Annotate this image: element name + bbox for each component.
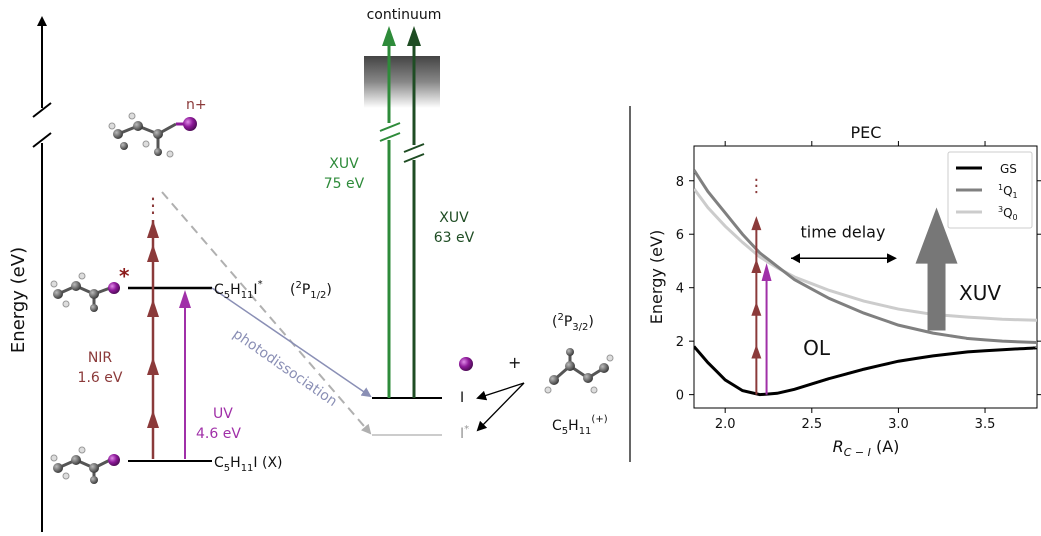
chart-ylabel: Energy (eV) [647, 230, 666, 324]
xuv75-energy: 75 eV [324, 176, 365, 192]
ol-arrowhead [751, 344, 762, 359]
y-tick-label: 4 [676, 282, 684, 297]
xuv63-energy: 63 eV [434, 230, 475, 246]
ol-label: OL [803, 336, 831, 360]
axis-break-mark [32, 132, 52, 148]
time-delay-arrowhead-left [791, 253, 801, 264]
xuv75-arrowhead [382, 26, 396, 46]
y-tick-label: 2 [676, 335, 684, 350]
molecule-ion [108, 112, 197, 158]
uv-arrowhead [179, 290, 191, 308]
nir-label: NIR [88, 350, 113, 366]
iodine-atom [183, 117, 197, 131]
ground-state-label: C5H11I (X) [214, 455, 283, 474]
ol-arrowhead [751, 258, 762, 273]
xuv75-break-mark [379, 122, 401, 132]
axis-break-mark [32, 102, 52, 118]
x-tick-label: 3.5 [975, 417, 996, 432]
photodissociation-label: photodissociation [230, 326, 340, 410]
curves [694, 169, 1037, 397]
excited-state-label: C5H11I* [214, 279, 263, 301]
axis-ticks: 2.0 2.5 3.0 3.5 0 2 4 6 8 [676, 141, 1041, 432]
fragment-label: C5H11(+) [552, 414, 608, 437]
molecule-fragment [544, 348, 614, 394]
nir-dots: ⋮ [143, 193, 163, 217]
iodine-atom [459, 357, 473, 371]
legend-3q0: 3Q0 [998, 205, 1018, 222]
xuv-pec-label: XUV [959, 281, 1001, 305]
nir-arrowhead [147, 299, 159, 317]
branch-arrow-istar [476, 382, 525, 432]
excited-term-label: (2P1/2) [290, 280, 332, 301]
xuv63-break-mark [403, 143, 425, 153]
series-line-1Q1 [694, 169, 1037, 345]
chart-title: PEC [851, 123, 882, 142]
legend-gs: GS [1000, 162, 1017, 176]
branch-arrow-i [476, 382, 525, 401]
ol-arrowhead [751, 301, 762, 316]
energy-levels [128, 286, 442, 462]
molecule-excited [50, 272, 120, 312]
excited-star: * [119, 264, 130, 288]
y-tick-label: 0 [676, 389, 684, 404]
continuum-band [364, 56, 440, 108]
ion-charge-label: n+ [186, 97, 207, 113]
term-32-label: (2P3/2) [552, 312, 594, 333]
xuv63-arrow: XUV 63 eV [403, 26, 475, 398]
iodine-star-label: I* [460, 424, 469, 442]
series-line-3Q0 [694, 187, 1037, 322]
chart-overlays: ⋮ OL time delay XUV [747, 175, 1001, 395]
energy-axis: Energy (eV) [8, 16, 52, 532]
iodine-label: I [460, 390, 464, 406]
nir-energy: 1.6 eV [78, 370, 123, 386]
nir-arrowhead [147, 410, 159, 428]
xuv75-break-mark [379, 132, 401, 142]
nir-arrows: ⋮ NIR 1.6 eV [78, 193, 163, 459]
x-tick-label: 2.0 [715, 417, 736, 432]
photodissociation-arrow [211, 287, 372, 398]
xuv63-label: XUV [439, 210, 469, 226]
y-tick-label: 6 [676, 228, 684, 243]
legend-box [947, 151, 1033, 229]
iodine-atom [108, 454, 120, 466]
x-tick-label: 3.0 [888, 417, 909, 432]
energy-axis-label: Energy (eV) [8, 247, 29, 353]
xuv63-break-mark [403, 153, 425, 163]
ol-dots: ⋮ [747, 175, 765, 196]
xuv63-arrowhead [407, 26, 421, 46]
legend: GS 1Q1 3Q0 [947, 151, 1033, 229]
x-tick-label: 2.5 [801, 417, 822, 432]
continuum-label: continuum [367, 7, 442, 23]
ionization-dashed-line [161, 191, 372, 435]
nir-arrowhead [147, 220, 159, 238]
nir-arrowhead [147, 357, 159, 375]
xuv75-arrow: XUV 75 eV [324, 26, 401, 398]
iodine-atom [108, 282, 120, 294]
nir-arrowhead [147, 244, 159, 262]
xuv-big-arrow [915, 207, 958, 331]
time-delay-label: time delay [801, 223, 886, 242]
xuv75-label: XUV [329, 156, 359, 172]
uv-label: UV [213, 406, 233, 422]
series-line-GS [694, 345, 1037, 397]
plus-sign: + [508, 353, 521, 372]
molecule-ground [50, 446, 120, 484]
uv-energy: 4.6 eV [196, 426, 241, 442]
chart-xlabel: RC − I (A) [833, 437, 900, 459]
legend-1q1: 1Q1 [998, 183, 1018, 200]
uv-pec-arrowhead [761, 262, 772, 281]
molecule-body [108, 112, 190, 158]
pec-chart: PEC Energy (eV) RC − I (A) 2.0 2.5 3.0 3.5 0… [647, 123, 1041, 459]
y-tick-label: 8 [676, 175, 684, 190]
ol-arrowhead [751, 216, 762, 231]
uv-arrow: UV 4.6 eV [179, 290, 241, 459]
